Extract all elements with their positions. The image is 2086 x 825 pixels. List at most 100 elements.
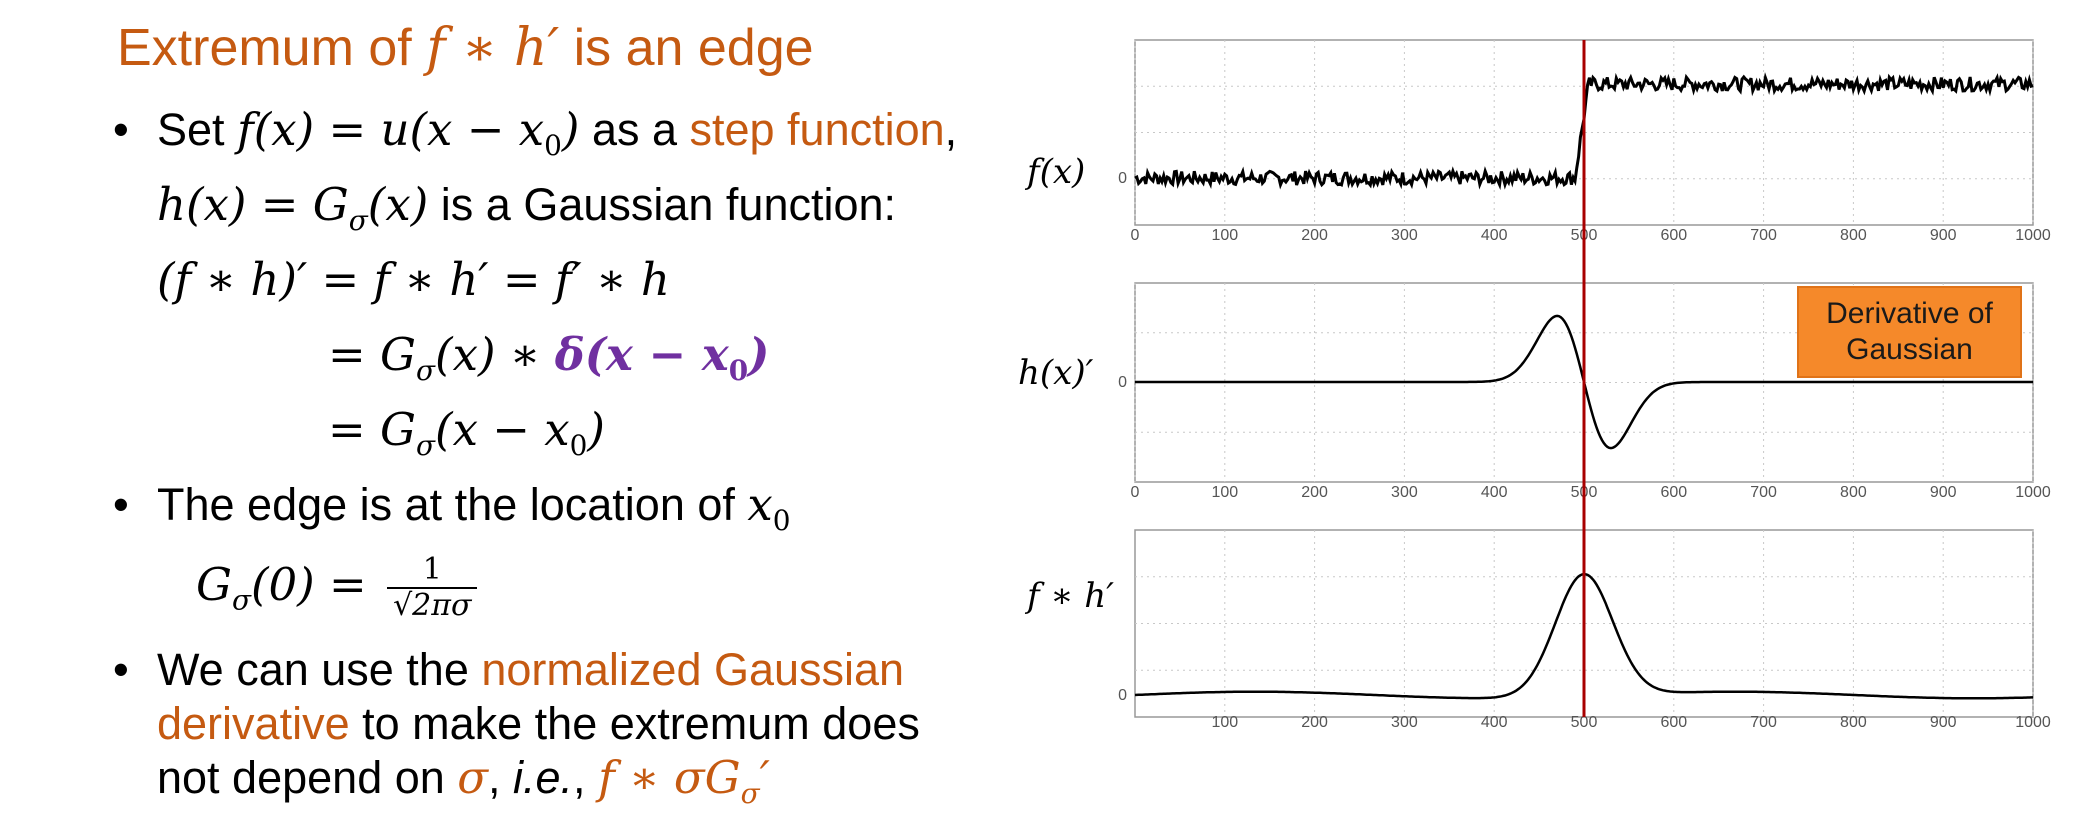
bullet-2-line-1: The edge is at the location of x0 — [157, 475, 791, 551]
derivative-of-gaussian-callout: Derivative of Gaussian — [1797, 286, 2022, 378]
b3-expr-prime: ′ — [759, 751, 770, 804]
xtick-label-1-8: 800 — [1840, 227, 1867, 244]
fraction-numerator: 1 — [422, 552, 442, 587]
bullet-3-glyph: • — [113, 644, 129, 695]
ylabel-fh: f ∗ h′ — [1027, 576, 1114, 616]
xtick-label-3-1: 200 — [1301, 714, 1328, 731]
b3-comma: , — [488, 752, 514, 803]
xtick-label-1-3: 300 — [1391, 227, 1418, 244]
b3-l2-text: to make the extremum does — [349, 698, 920, 749]
b1-l1-pre: Set — [157, 104, 238, 155]
xtick-label-2-6: 600 — [1660, 484, 1687, 501]
b2-g-mid: (0) = — [251, 557, 382, 611]
title-prefix: Extremum of — [117, 19, 427, 77]
xtick-label-3-7: 800 — [1840, 714, 1867, 731]
equation-1: (f ∗ h)′ = f ∗ h′ = f′ ∗ h — [157, 253, 670, 306]
b2-g-sub: σ — [231, 583, 251, 617]
b1-l1-mid: as a — [579, 104, 690, 155]
xtick-label-2-2: 200 — [1301, 484, 1328, 501]
ylabel-h: h(x)′ — [1018, 353, 1094, 393]
eq2-sub: σ — [415, 353, 436, 387]
xtick-label-1-4: 400 — [1481, 227, 1508, 244]
xtick-label-1-10: 1000 — [2015, 227, 2051, 244]
b1-l1-close: ) — [561, 103, 580, 156]
b2-var: x — [747, 478, 773, 531]
b1-l1-sub: 0 — [544, 128, 562, 162]
xtick-label-3-3: 400 — [1481, 714, 1508, 731]
eq3-mid: (x − x — [435, 403, 570, 456]
fraction: 1 √2πσ — [387, 552, 478, 623]
gaussian-at-zero: Gσ(0) = 1 √2πσ — [196, 552, 478, 631]
bullet-3-line-2: derivative to make the extremum does — [157, 694, 920, 754]
callout-line-1: Derivative of — [1826, 297, 1993, 330]
b2-var-sub: 0 — [772, 503, 791, 537]
xtick-label-1-6: 600 — [1660, 227, 1687, 244]
xtick-label-3-5: 600 — [1660, 714, 1687, 731]
delta-expr: δ(x − x — [554, 328, 729, 381]
b3-l3-text: not depend on — [157, 752, 458, 803]
b3-expr: f ∗ σG — [598, 751, 741, 804]
xtick-label-2-10: 1000 — [2015, 484, 2051, 501]
b2-g-pre: G — [196, 557, 232, 611]
b1-l2-sub: σ — [348, 203, 368, 237]
b2-text: The edge is at the location of — [157, 479, 748, 530]
xtick-label-2-9: 900 — [1930, 484, 1957, 501]
eq3-pre: = G — [328, 403, 416, 456]
xtick-label-1-7: 700 — [1750, 227, 1777, 244]
xtick-label-3-9: 1000 — [2015, 714, 2051, 731]
equation-3: = Gσ(x − x0) — [328, 400, 605, 476]
xtick-label-3-0: 100 — [1211, 714, 1238, 731]
bullet-3-line-3: not depend on σ, i.e., f ∗ σGσ′ — [157, 748, 770, 824]
b1-l2-text: is a Gaussian function: — [428, 179, 897, 230]
xtick-label-3-8: 900 — [1930, 714, 1957, 731]
xtick-label-3-2: 300 — [1391, 714, 1418, 731]
b1-l2-expr: h(x) = G — [157, 178, 349, 231]
xtick-label-1-0: 0 — [1131, 227, 1140, 244]
callout-line-2: Gaussian — [1846, 333, 1973, 366]
title-expr: f ∗ h′ — [426, 18, 560, 78]
xtick-label-3-4: 500 — [1571, 714, 1598, 731]
xtick-label-1-2: 200 — [1301, 227, 1328, 244]
b3-sigma: σ — [457, 751, 488, 804]
xtick-label-3-6: 700 — [1750, 714, 1777, 731]
bullet-3-line-1: We can use the normalized Gaussian — [157, 640, 904, 700]
b3-comma2: , — [573, 752, 599, 803]
signal-plots: 0100200300400500600700800900100000100200… — [1118, 39, 2051, 731]
b1-l1-expr: f(x) = u(x − x — [237, 103, 545, 156]
b1-l1-end: , — [944, 104, 958, 155]
delta-close: ) — [748, 328, 770, 381]
equation-2: = Gσ(x) ∗ δ(x − x0) — [328, 325, 769, 401]
normalized-gaussian-text: normalized Gaussian — [481, 644, 905, 695]
xtick-label-2-7: 700 — [1750, 484, 1777, 501]
bullet-2-glyph: • — [113, 479, 129, 530]
b3-expr-sub: σ — [740, 776, 760, 810]
b1-l2-close: (x) — [367, 178, 429, 231]
delta-sub: 0 — [728, 353, 749, 387]
ytick-label-3-0: 0 — [1118, 687, 1127, 704]
xtick-label-2-0: 0 — [1131, 484, 1140, 501]
bullet-1-line-1: Set f(x) = u(x − x0) as a step function, — [157, 100, 957, 176]
b3-ie: i.e. — [513, 752, 574, 803]
bullet-1-line-2: h(x) = Gσ(x) is a Gaussian function: — [157, 175, 896, 251]
xtick-label-1-1: 100 — [1211, 227, 1238, 244]
eq2-mid: (x) ∗ — [435, 328, 555, 381]
bullet-1-glyph: • — [113, 104, 129, 155]
b3-l1-pre: We can use the — [157, 644, 482, 695]
slide-title: Extremum of f ∗ h′ is an edge — [117, 18, 814, 78]
ytick-label-1-0: 0 — [1118, 170, 1127, 187]
ylabel-f: f(x) — [1027, 152, 1086, 192]
xtick-label-2-1: 100 — [1211, 484, 1238, 501]
xtick-label-2-8: 800 — [1840, 484, 1867, 501]
xtick-label-1-9: 900 — [1930, 227, 1957, 244]
eq3-close: ) — [587, 403, 605, 456]
ytick-label-2-0: 0 — [1118, 374, 1127, 391]
title-suffix: is an edge — [559, 19, 814, 77]
xtick-label-2-3: 300 — [1391, 484, 1418, 501]
eq3-sub2: 0 — [569, 428, 588, 462]
eq2-pre: = G — [328, 328, 416, 381]
xtick-label-2-4: 400 — [1481, 484, 1508, 501]
step-function-text: step function — [689, 104, 945, 155]
derivative-text: derivative — [157, 698, 350, 749]
fraction-denominator: √2πσ — [387, 587, 478, 623]
eq3-sub: σ — [415, 428, 436, 462]
